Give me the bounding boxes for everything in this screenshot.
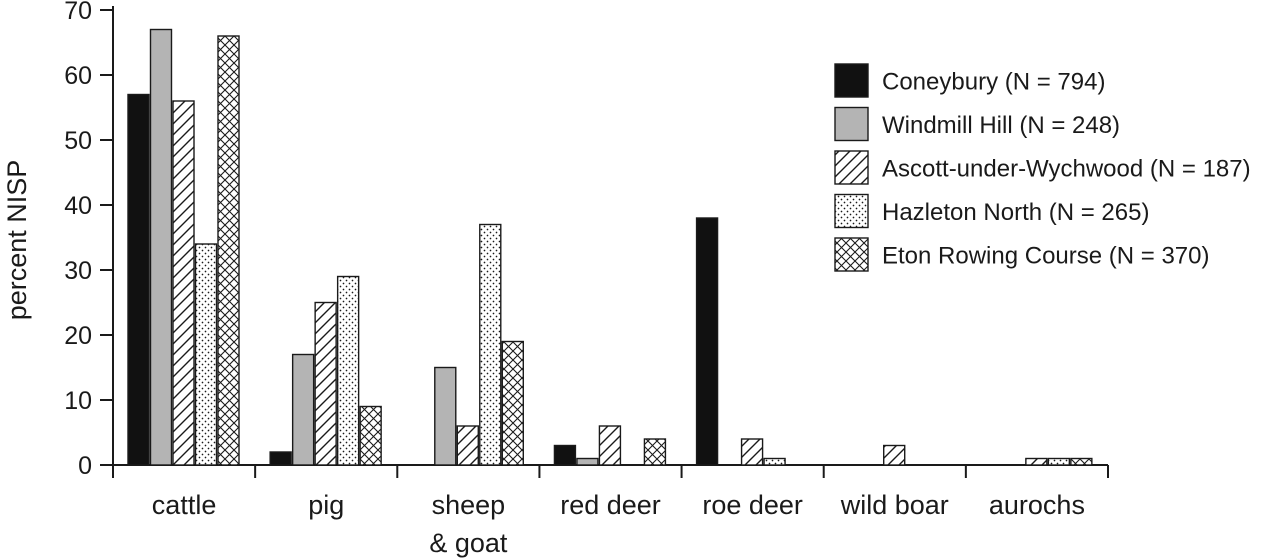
legend-label: Coneybury (N = 794) (882, 69, 1105, 96)
legend-swatch (834, 150, 869, 185)
legend-label: Hazleton North (N = 265) (882, 199, 1149, 226)
y-axis: 0 10 20 30 40 50 60 70 (64, 0, 114, 480)
bar (434, 366, 457, 466)
bar (501, 340, 524, 466)
legend: Coneybury (N = 794) Windmill Hill (N = 24… (834, 63, 1251, 272)
y-tick-label: 30 (64, 257, 92, 285)
bar (359, 405, 382, 466)
bar (598, 425, 622, 466)
category-label: roe deer (702, 490, 803, 520)
x-axis: cattle pig sheep & goat red deer roe deer wild… (112, 464, 1109, 558)
bar (643, 438, 667, 466)
y-tick-label: 40 (64, 192, 92, 220)
bar (1047, 457, 1071, 466)
category-label: sheep (432, 490, 506, 520)
y-tick-label: 50 (64, 127, 92, 155)
bar (1025, 457, 1048, 466)
category-label: aurochs (989, 490, 1085, 520)
y-tick-label: 10 (64, 387, 92, 415)
legend-swatch (834, 193, 869, 229)
legend-swatch (834, 106, 869, 142)
legend-label: Eton Rowing Course (N = 370) (882, 243, 1210, 270)
bar (456, 425, 479, 466)
y-tick-label: 0 (78, 452, 92, 480)
bar (149, 28, 173, 466)
bars (127, 28, 1093, 466)
y-tick-label: 60 (64, 62, 92, 90)
bar (336, 275, 360, 466)
bar (127, 93, 150, 466)
y-axis-label: percent NISP (2, 160, 32, 321)
legend-label: Windmill Hill (N = 248) (882, 112, 1120, 139)
bar (291, 353, 315, 466)
bar (172, 100, 195, 466)
bar (217, 35, 240, 466)
category-label: pig (308, 490, 344, 520)
legend-swatch (834, 63, 869, 98)
y-tick-label: 20 (64, 322, 92, 350)
bar (763, 457, 786, 466)
bar (553, 444, 577, 466)
legend-label: Ascott-under-Wychwood (N = 187) (882, 156, 1251, 183)
y-tick-label: 70 (64, 0, 92, 25)
category-label: & goat (429, 528, 508, 558)
bar (314, 301, 337, 466)
bar (576, 457, 599, 466)
category-label: cattle (152, 490, 217, 520)
bar (194, 243, 218, 466)
bar (695, 217, 719, 466)
bar (1070, 457, 1093, 466)
category-label: wild boar (840, 490, 949, 520)
bar (883, 444, 906, 466)
legend-swatch (834, 237, 869, 272)
category-label: red deer (560, 490, 661, 520)
bar (740, 438, 764, 466)
bar (269, 451, 292, 466)
bar (479, 223, 502, 466)
